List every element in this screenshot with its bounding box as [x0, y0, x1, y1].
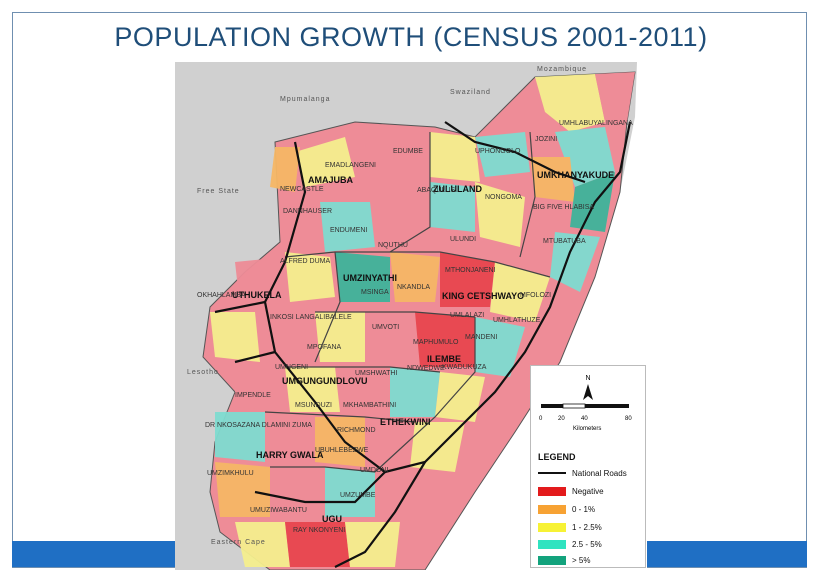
municipality-label: MFOLOZI	[520, 292, 552, 299]
municipality-label: KWADUKUZA	[442, 364, 487, 371]
legend-item-2-5-5: 2.5 - 5%	[538, 538, 602, 550]
legend-item-0-1: 0 - 1%	[538, 503, 595, 515]
national-roads	[214, 121, 632, 568]
municipality-label: ALFRED DUMA	[280, 258, 331, 265]
municipality-label: UMZUMBE	[340, 492, 376, 499]
north-label: N	[585, 375, 591, 382]
district-label: AMAJUBA	[308, 175, 353, 185]
municipality-label: NDWEDWE	[407, 365, 445, 372]
municipality-patches	[210, 72, 635, 567]
municipality-label: NEWCASTLE	[280, 186, 324, 193]
neighbour-label: Free State	[197, 188, 240, 195]
municipality-label: UMHLATHUZE	[493, 317, 541, 324]
municipality-label: RICHMOND	[337, 427, 376, 434]
municipality-label: NKANDLA	[397, 284, 431, 291]
municipality-label: DANNHAUSER	[283, 208, 333, 215]
legend-item-gt5: > 5%	[538, 554, 590, 566]
municipality-label: MAPHUMULO	[413, 339, 459, 346]
swatch	[538, 539, 566, 549]
municipality-label: MKHAMBATHINI	[343, 402, 397, 409]
swatch	[538, 486, 566, 496]
municipality-label: UPHONGOLO	[475, 148, 521, 155]
district-label: UMKHANYAKUDE	[537, 170, 615, 180]
municipality-label: NQUTHU	[378, 242, 408, 249]
municipality-label: UMSHWATHI	[355, 370, 398, 377]
municipality-label: JOZINI	[535, 136, 558, 143]
municipality-label: MANDENI	[465, 334, 498, 341]
municipality-label: MSINGA	[361, 289, 389, 296]
municipality-label: MSUNDUZI	[295, 402, 332, 409]
district-label: UTHUKELA	[232, 290, 282, 300]
municipality-label: UMNGENI	[275, 364, 309, 371]
municipality-label: ULUNDI	[450, 236, 477, 243]
district-label: KING CETSHWAYO	[442, 291, 525, 301]
north-scale-graphic	[541, 384, 629, 409]
scale-tick: 0	[539, 416, 543, 422]
municipality-label: UMVOTI	[372, 324, 400, 331]
legend-label: National Roads	[572, 468, 627, 478]
legend-label: 1 - 2.5%	[572, 522, 602, 532]
legend-label: 0 - 1%	[572, 504, 596, 514]
neighbour-label: Eastern Cape	[211, 539, 266, 546]
municipality-label: EMADLANGENI	[325, 162, 376, 169]
legend-item-roads: National Roads	[538, 467, 627, 479]
legend-item-1-2-5: 1 - 2.5%	[538, 521, 602, 533]
district-label: HARRY GWALA	[256, 450, 324, 460]
scale-tick: 40	[581, 416, 588, 422]
district-boundaries	[264, 131, 551, 473]
swatch	[538, 555, 566, 565]
neighbour-label: Mpumalanga	[280, 96, 331, 103]
map-legend: N 0 20 40 80 Kilometers LEGEND National …	[530, 365, 646, 568]
municipality-label: EDUMBE	[393, 148, 423, 155]
neighbour-label: Mozambique	[537, 66, 588, 73]
municipality-label: ENDUMENI	[330, 227, 368, 234]
municipality-label: DR NKOSAZANA DLAMINI ZUMA	[205, 422, 312, 429]
municipality-label: UMHLABUYALINGANA	[559, 120, 633, 127]
municipality-label: UMDONI	[360, 467, 389, 474]
municipality-label: NONGOMA	[485, 194, 522, 201]
legend-title: LEGEND	[538, 452, 576, 462]
municipality-label: MTUBATUBA	[543, 238, 586, 245]
municipality-label: ABAQULUSI	[417, 187, 458, 194]
municipality-label: IMPENDLE	[235, 392, 271, 399]
district-label: UMZINYATHI	[343, 273, 397, 283]
scale-unit: Kilometers	[573, 426, 602, 432]
swatch	[538, 522, 566, 532]
legend-label: 2.5 - 5%	[572, 539, 602, 549]
municipality-label: MTHONJANENI	[445, 267, 496, 274]
legend-label: Negative	[572, 486, 604, 496]
municipality-label: RAY NKONYENI	[293, 527, 346, 534]
scale-tick: 80	[625, 416, 632, 422]
municipality-label: UMUZIWABANTU	[250, 507, 307, 514]
municipality-label: BIG FIVE HLABISA	[533, 204, 595, 211]
neighbour-label: Lesotho	[187, 369, 219, 376]
district-label: UGU	[322, 514, 342, 524]
district-label: ETHEKWINI	[380, 417, 431, 427]
neighbour-label: Swaziland	[450, 89, 491, 96]
legend-label: > 5%	[572, 555, 591, 565]
municipality-label: UMLALAZI	[450, 312, 485, 319]
municipality-label: OKHAHLAMBA	[197, 292, 246, 299]
municipality-label: UBUHLEBEZWE	[315, 447, 369, 454]
district-label: ILEMBE	[427, 354, 462, 364]
municipality-label: INKOSI LANGALIBALELE	[270, 314, 352, 321]
slide-title: POPULATION GROWTH (CENSUS 2001-2011)	[114, 22, 708, 52]
municipality-label: UMZIMKHULU	[207, 470, 254, 477]
district-label: UMGUNGUNDLOVU	[282, 376, 368, 386]
legend-item-negative: Negative	[538, 485, 604, 497]
district-label: ZULULAND	[433, 184, 482, 194]
scale-tick: 20	[558, 416, 565, 422]
municipality-label: MPOFANA	[307, 344, 342, 351]
north-arrow-icon	[583, 384, 593, 400]
swatch	[538, 504, 566, 514]
road-swatch	[538, 472, 566, 474]
